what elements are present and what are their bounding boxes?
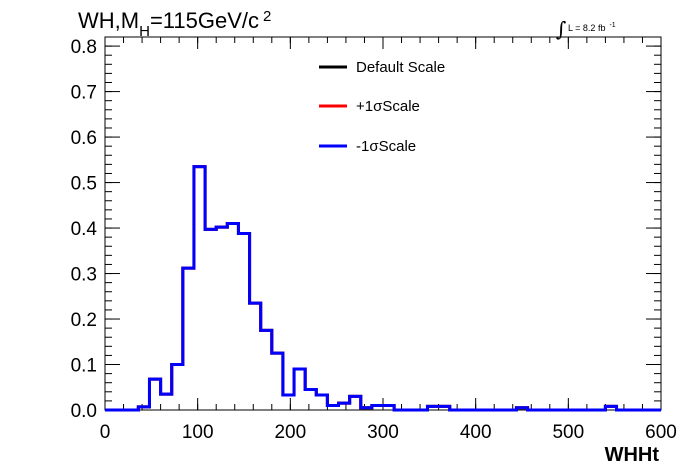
x-axis-label: WHHt: [605, 444, 660, 466]
series-line-2: [105, 165, 661, 412]
series-layer: [105, 165, 661, 412]
lumi-superscript: -1: [609, 22, 615, 29]
x-tick-label: 500: [552, 422, 584, 443]
lumi-text: L = 8.2 fb: [568, 23, 605, 33]
x-tick-label: 0: [100, 422, 111, 443]
series-line-1: [105, 165, 661, 412]
y-tick-label: 0.0: [71, 401, 97, 422]
lumi-label: L = 8.2 fb -1: [568, 22, 616, 33]
x-tick-label: 200: [274, 422, 306, 443]
x-axis: 0 100 200 300 400 500 600: [100, 37, 677, 443]
x-tick-label: 100: [182, 422, 214, 443]
legend-label: +1σScale: [356, 98, 420, 115]
y-tick-label: 0.2: [71, 310, 97, 331]
y-tick-label: 0.7: [71, 83, 97, 104]
chart-title-subscript: H: [139, 23, 150, 40]
y-tick-label: 0.1: [71, 356, 97, 377]
y-tick-label: 0.6: [71, 128, 97, 149]
y-axis: 0.0 0.1 0.2 0.3 0.4 0.5 0.6 0.7 0.8: [71, 36, 661, 422]
chart-title: WH,MH=115GeV/c 2: [78, 8, 271, 40]
legend-label: Default Scale: [356, 59, 445, 76]
chart-title-rest: =115GeV/c: [150, 8, 259, 33]
chart-title-main: WH,M: [78, 8, 139, 33]
y-tick-label: 0.3: [71, 265, 97, 286]
x-tick-label: 400: [460, 422, 492, 443]
chart-title-superscript: 2: [263, 8, 271, 25]
lumi-integral: ∫: [556, 17, 566, 41]
x-tick-label: 600: [645, 422, 677, 443]
x-tick-label: 300: [367, 422, 399, 443]
legend-label: -1σScale: [356, 138, 416, 155]
y-tick-label: 0.8: [71, 37, 97, 58]
y-tick-label: 0.4: [71, 219, 98, 240]
series-line-0: [105, 165, 661, 412]
y-tick-label: 0.5: [71, 174, 97, 195]
legend: Default Scale +1σScale -1σScale: [319, 59, 445, 155]
plot-frame: [104, 36, 662, 411]
